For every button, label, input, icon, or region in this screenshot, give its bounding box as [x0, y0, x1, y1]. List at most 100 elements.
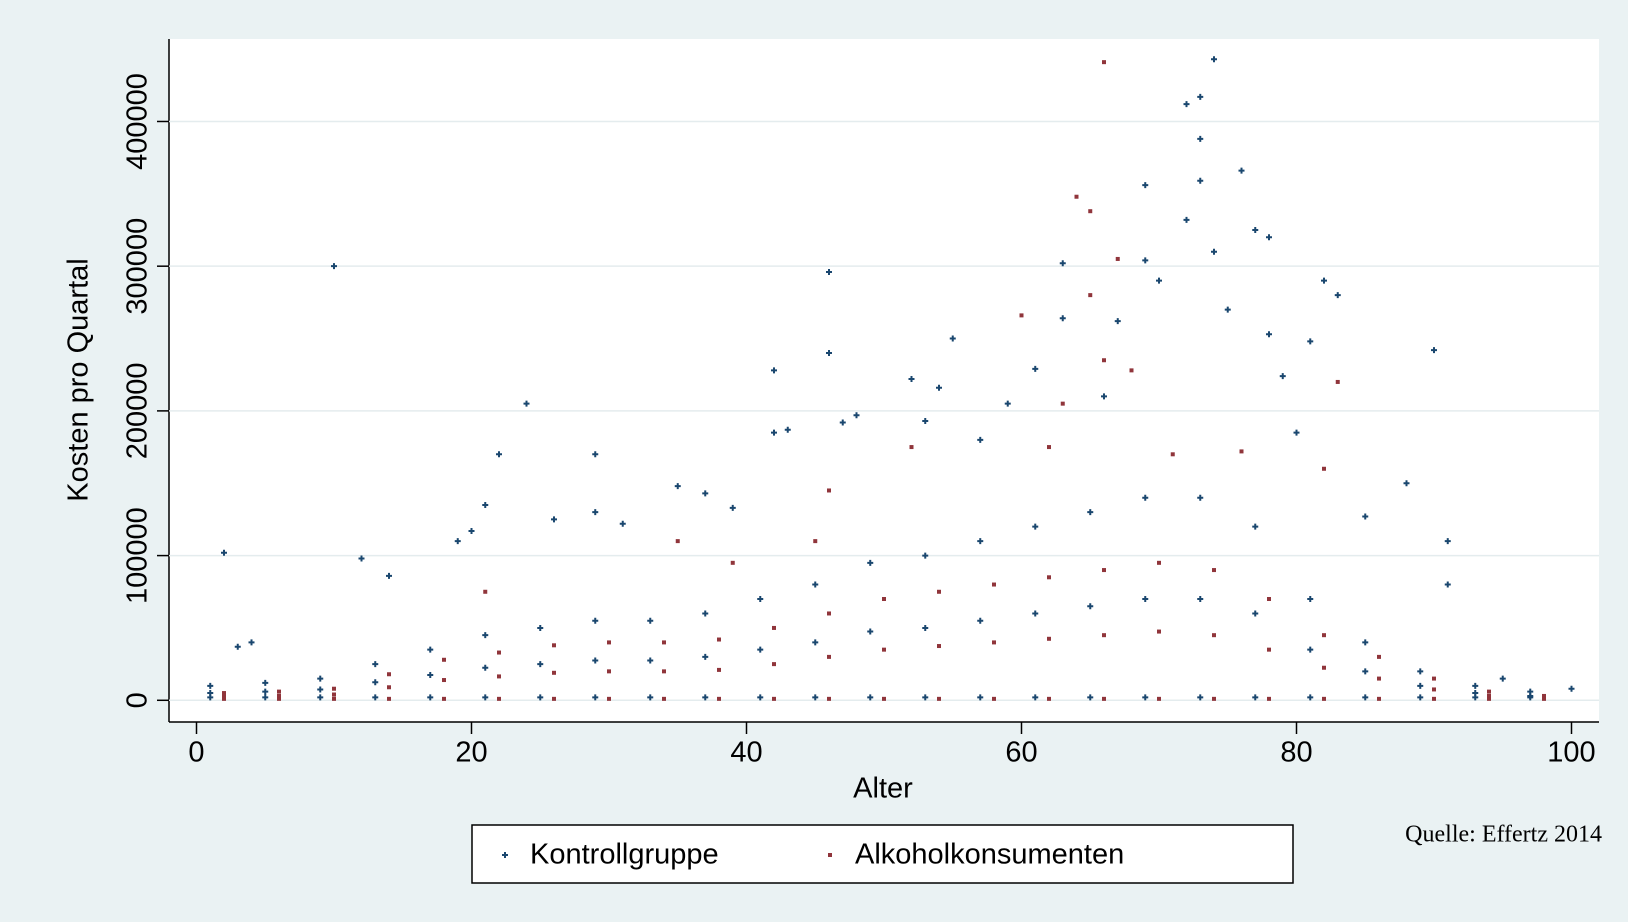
point [1101, 393, 1107, 400]
point [1239, 449, 1244, 454]
point [386, 572, 392, 579]
point [1252, 610, 1259, 617]
point [1032, 365, 1039, 372]
point [1238, 167, 1245, 174]
point [1252, 694, 1259, 701]
point [1527, 688, 1534, 695]
legend-marker [502, 852, 508, 858]
point [1212, 568, 1216, 573]
point [317, 675, 324, 682]
y-tick-label: 200000 [122, 362, 154, 459]
point [537, 661, 544, 668]
point [674, 483, 681, 490]
point [317, 694, 324, 701]
point [207, 682, 214, 689]
plot-area [169, 39, 1599, 722]
point [1417, 694, 1424, 701]
point [771, 429, 777, 436]
point [757, 646, 764, 653]
point [882, 696, 886, 701]
point [1432, 687, 1436, 692]
point [1197, 177, 1204, 184]
point [1102, 568, 1106, 573]
point [1377, 696, 1381, 701]
point [317, 686, 324, 693]
point [497, 696, 501, 701]
point [772, 625, 776, 630]
point [771, 367, 777, 374]
point [1047, 575, 1051, 580]
point [772, 662, 776, 667]
point [1032, 610, 1039, 617]
point [1059, 315, 1066, 322]
point [1335, 379, 1340, 384]
point [977, 617, 984, 624]
point [427, 694, 434, 701]
point [427, 671, 434, 678]
point [1267, 696, 1271, 701]
point [662, 696, 666, 701]
point [826, 350, 832, 357]
point [662, 669, 666, 674]
point [1377, 676, 1381, 681]
point [647, 617, 654, 624]
point [812, 639, 819, 646]
point [1087, 509, 1094, 516]
x-tick-label: 20 [455, 737, 487, 769]
point [1157, 560, 1161, 565]
point [992, 640, 996, 645]
point [922, 552, 929, 559]
point [977, 538, 984, 545]
point [1252, 523, 1259, 530]
point [922, 624, 929, 631]
point [1212, 696, 1216, 701]
point [497, 674, 501, 679]
point [442, 678, 446, 683]
point [1267, 647, 1271, 652]
point [331, 263, 337, 270]
point [936, 384, 942, 391]
point [1472, 690, 1479, 697]
point [1114, 318, 1121, 325]
point [922, 418, 929, 425]
point [908, 376, 915, 383]
point [1334, 292, 1341, 299]
point [1322, 466, 1326, 471]
point [1102, 358, 1106, 363]
point [1019, 313, 1024, 318]
point [702, 653, 709, 660]
legend-label: Alkoholkonsumenten [855, 839, 1124, 871]
point [909, 445, 914, 450]
point [483, 589, 488, 594]
y-tick-label: 300000 [122, 218, 154, 315]
point [222, 691, 226, 696]
point [1293, 429, 1300, 436]
point [221, 549, 227, 556]
x-tick-label: 80 [1280, 737, 1312, 769]
point [757, 694, 764, 701]
x-tick-label: 40 [730, 737, 762, 769]
point [277, 696, 281, 701]
point [358, 555, 365, 562]
point [853, 412, 860, 419]
point [977, 436, 984, 443]
y-tick-label: 0 [122, 692, 154, 708]
point [1487, 696, 1491, 701]
point [592, 509, 599, 516]
point [717, 696, 721, 701]
x-tick-label: 0 [188, 737, 204, 769]
point [1211, 248, 1217, 255]
point [497, 650, 501, 655]
point [1197, 93, 1204, 100]
x-tick-label: 100 [1547, 737, 1595, 769]
point [730, 560, 735, 565]
point [552, 696, 556, 701]
point [662, 640, 666, 645]
point [1197, 694, 1204, 701]
point [248, 639, 255, 646]
point [1307, 646, 1314, 653]
point [937, 644, 941, 649]
point [262, 679, 269, 686]
point [1266, 234, 1272, 241]
